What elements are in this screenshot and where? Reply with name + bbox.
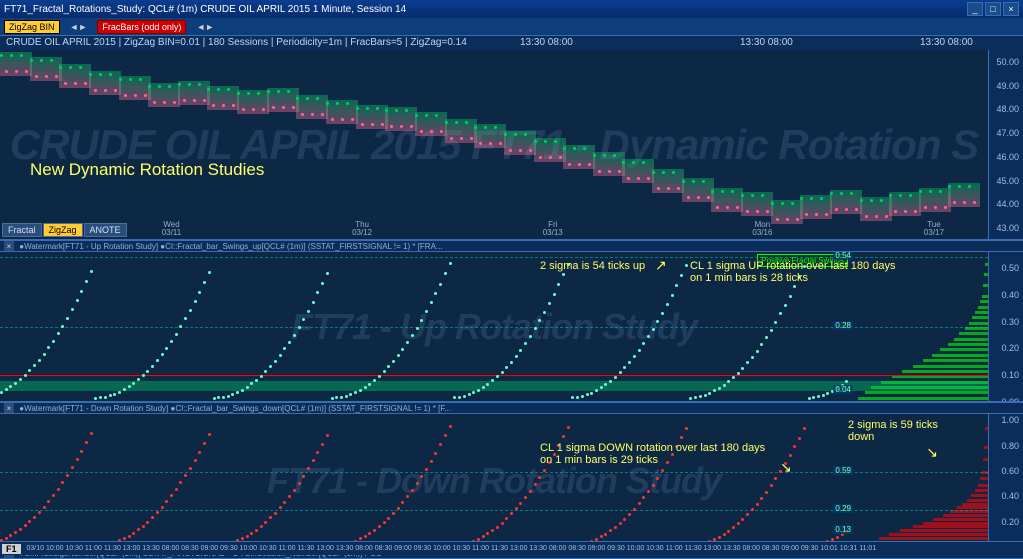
time-scale-labels: 03/10 10:00 10:30 11:00 11:30 13:00 13:3…	[21, 545, 1023, 552]
one-sigma-up-annotation: CL 1 sigma UP rotation over last 180 day…	[690, 260, 900, 284]
window-titlebar: FT71_Fractal_Rotations_Study: QCL# (1m) …	[0, 0, 1023, 18]
down-arrow-icon: ↘	[780, 459, 792, 476]
price-y-axis: 50.0049.0048.0047.0046.0045.0044.0043.00	[988, 50, 1023, 239]
fracbars-button[interactable]: FracBars (odd only)	[97, 20, 186, 34]
zigzag-bin-control[interactable]: ZigZag BIN	[4, 20, 60, 34]
close-panel-icon-2[interactable]: ×	[4, 403, 14, 414]
tab-zigzag[interactable]: ZigZag	[43, 223, 83, 237]
close-panel-icon[interactable]: ×	[4, 241, 14, 252]
up-rotation-panel[interactable]: FT71 - Up Rotation Study 2 sigma is 54 t…	[0, 252, 1023, 402]
toolbar: ZigZag BIN ◄► FracBars (odd only) ◄►	[0, 18, 1023, 36]
up-panel-header: × ●Watermark[FT71 - Up Rotation Study] ●…	[0, 240, 1023, 252]
window-title: FT71_Fractal_Rotations_Study: QCL# (1m) …	[4, 4, 967, 15]
time-mark-3: 13:30 08:00	[920, 37, 973, 48]
time-axis-footer: F1 03/10 10:00 10:30 11:00 11:30 13:00 1…	[0, 541, 1023, 555]
stepper-icon-2[interactable]: ◄►	[192, 21, 218, 33]
header-text: CRUDE OIL APRIL 2015 | ZigZag BIN=0.01 |…	[6, 37, 467, 48]
down-panel-header: × ●Watermark[FT71 - Down Rotation Study]…	[0, 402, 1023, 414]
studies-title-annotation: New Dynamic Rotation Studies	[30, 160, 264, 180]
time-mark-2: 13:30 08:00	[740, 37, 793, 48]
one-sigma-down-annotation: CL 1 sigma DOWN rotation over last 180 d…	[540, 442, 770, 466]
panel-tabs: Fractal ZigZag ANOTE	[2, 223, 127, 237]
close-button[interactable]: ×	[1003, 2, 1019, 16]
stepper-icon[interactable]: ◄►	[66, 21, 92, 33]
two-sigma-up-annotation: 2 sigma is 54 ticks up	[540, 260, 660, 272]
time-mark-1: 13:30 08:00	[520, 37, 573, 48]
price-chart-panel[interactable]: CRUDE OIL APRIL 2015 FT71 - Dynamic Rota…	[0, 50, 1023, 240]
two-sigma-down-annotation: 2 sigma is 59 ticks down	[848, 419, 948, 443]
maximize-button[interactable]: □	[985, 2, 1001, 16]
up-header-text: ●Watermark[FT71 - Up Rotation Study] ●CI…	[19, 242, 442, 251]
tab-fractal[interactable]: Fractal	[2, 223, 42, 237]
tab-anote[interactable]: ANOTE	[84, 223, 127, 237]
up-y-axis: 0.500.400.300.200.100.00	[988, 252, 1023, 401]
down-y-axis: 1.000.800.600.400.20	[988, 414, 1023, 547]
down-rotation-panel[interactable]: FT71 - Down Rotation Study CL 1 sigma DO…	[0, 414, 1023, 547]
chart-header: CRUDE OIL APRIL 2015 | ZigZag BIN=0.01 |…	[0, 36, 1023, 50]
down-header-text: ●Watermark[FT71 - Down Rotation Study] ●…	[19, 404, 451, 413]
up-arrow-icon: ↗	[655, 257, 667, 274]
f1-button[interactable]: F1	[2, 544, 21, 554]
down-arrow-icon-2: ↘	[926, 444, 938, 461]
minimize-button[interactable]: _	[967, 2, 983, 16]
